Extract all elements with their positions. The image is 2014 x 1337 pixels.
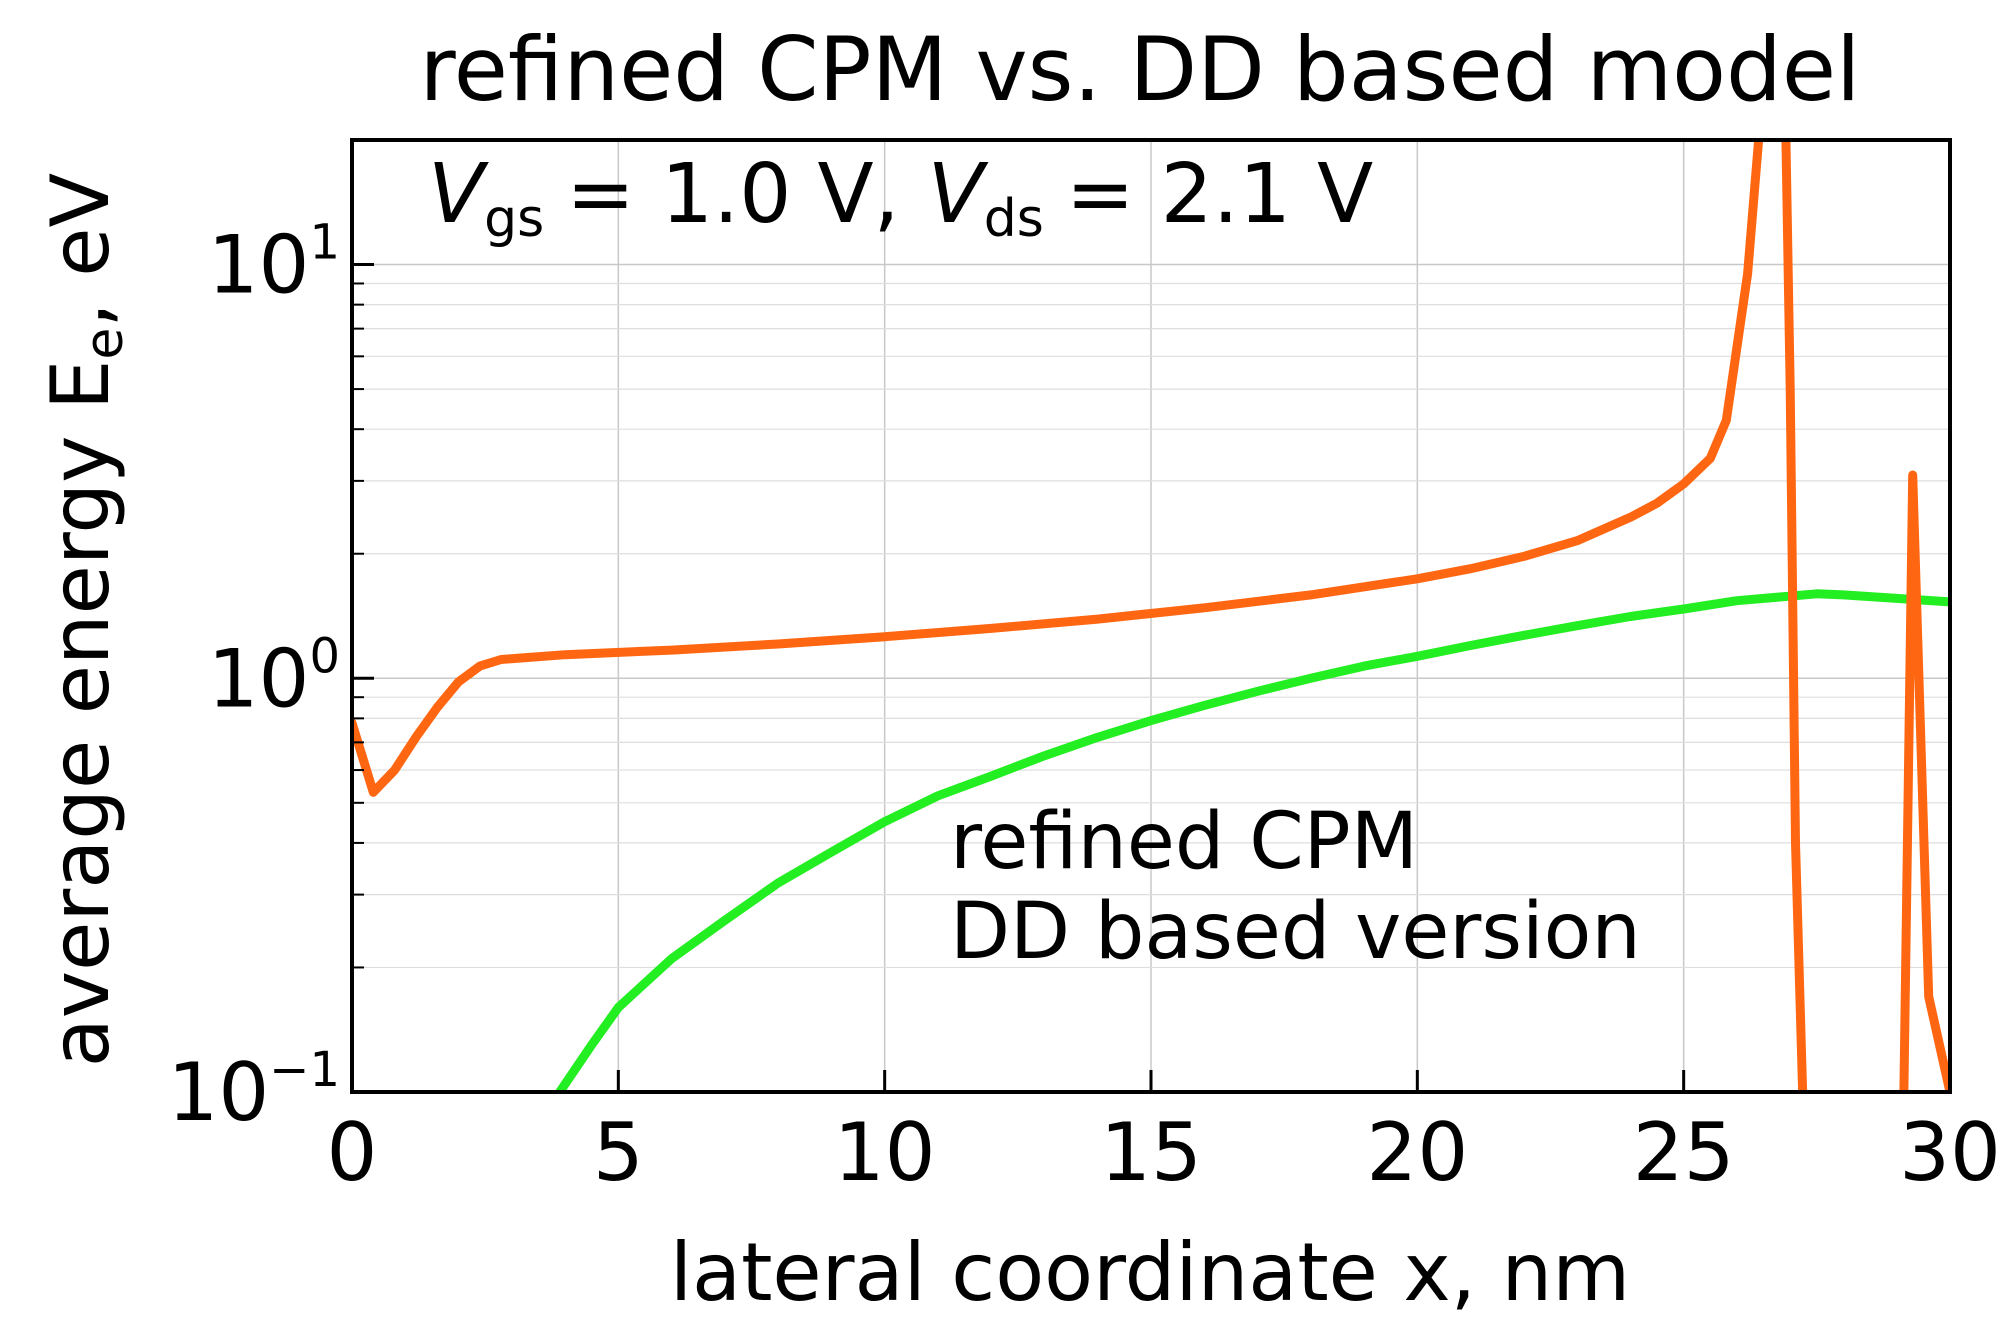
vgs-value: = 1.0 V,	[566, 147, 899, 242]
x-tick-labels: 0 5 10 15 20 25 30	[327, 1106, 2001, 1199]
legend-entry-dd-based: DD based version	[950, 887, 1641, 977]
x-axis-label: lateral coordinate x, nm	[670, 1226, 1630, 1319]
x-tick-label-3: 15	[1100, 1106, 1202, 1199]
x-tick-label-6: 30	[1899, 1106, 2001, 1199]
y-tick-label-1: 100	[208, 628, 340, 725]
y-tick-label-0: 10−1	[167, 1042, 340, 1139]
plot-frame	[350, 138, 1952, 1094]
vds-value: = 2.1 V	[1066, 147, 1373, 242]
y-axis-label: average energy Ee, eV	[34, 173, 135, 1068]
vgs-symbol: V	[428, 147, 489, 242]
condition-annotation: Vgs = 1.0 V, Vds = 2.1 V	[428, 147, 1373, 249]
vgs-subscript: gs	[484, 189, 544, 249]
x-tick-label-4: 20	[1366, 1106, 1468, 1199]
vds-symbol: V	[928, 147, 989, 242]
x-tick-label-1: 5	[593, 1106, 644, 1199]
y-tick-label-2: 101	[208, 215, 340, 312]
legend-entry-refined-cpm: refined CPM	[950, 797, 1418, 887]
y-axis-label-unit: , eV	[34, 173, 127, 328]
x-tick-label-2: 10	[834, 1106, 936, 1199]
vds-subscript: ds	[984, 189, 1044, 249]
series-line-0	[555, 589, 1950, 1092]
y-axis-label-main: average energy E	[34, 360, 127, 1068]
x-tick-label-5: 25	[1633, 1106, 1735, 1199]
y-axis-label-subscript: e	[75, 328, 135, 360]
tick-marks	[350, 139, 1952, 1094]
y-tick-labels: 10−1 100 101	[167, 215, 340, 1139]
gridlines	[352, 140, 1950, 1092]
x-tick-label-0: 0	[327, 1106, 378, 1199]
chart-title: refined CPM vs. DD based model	[420, 18, 1861, 121]
